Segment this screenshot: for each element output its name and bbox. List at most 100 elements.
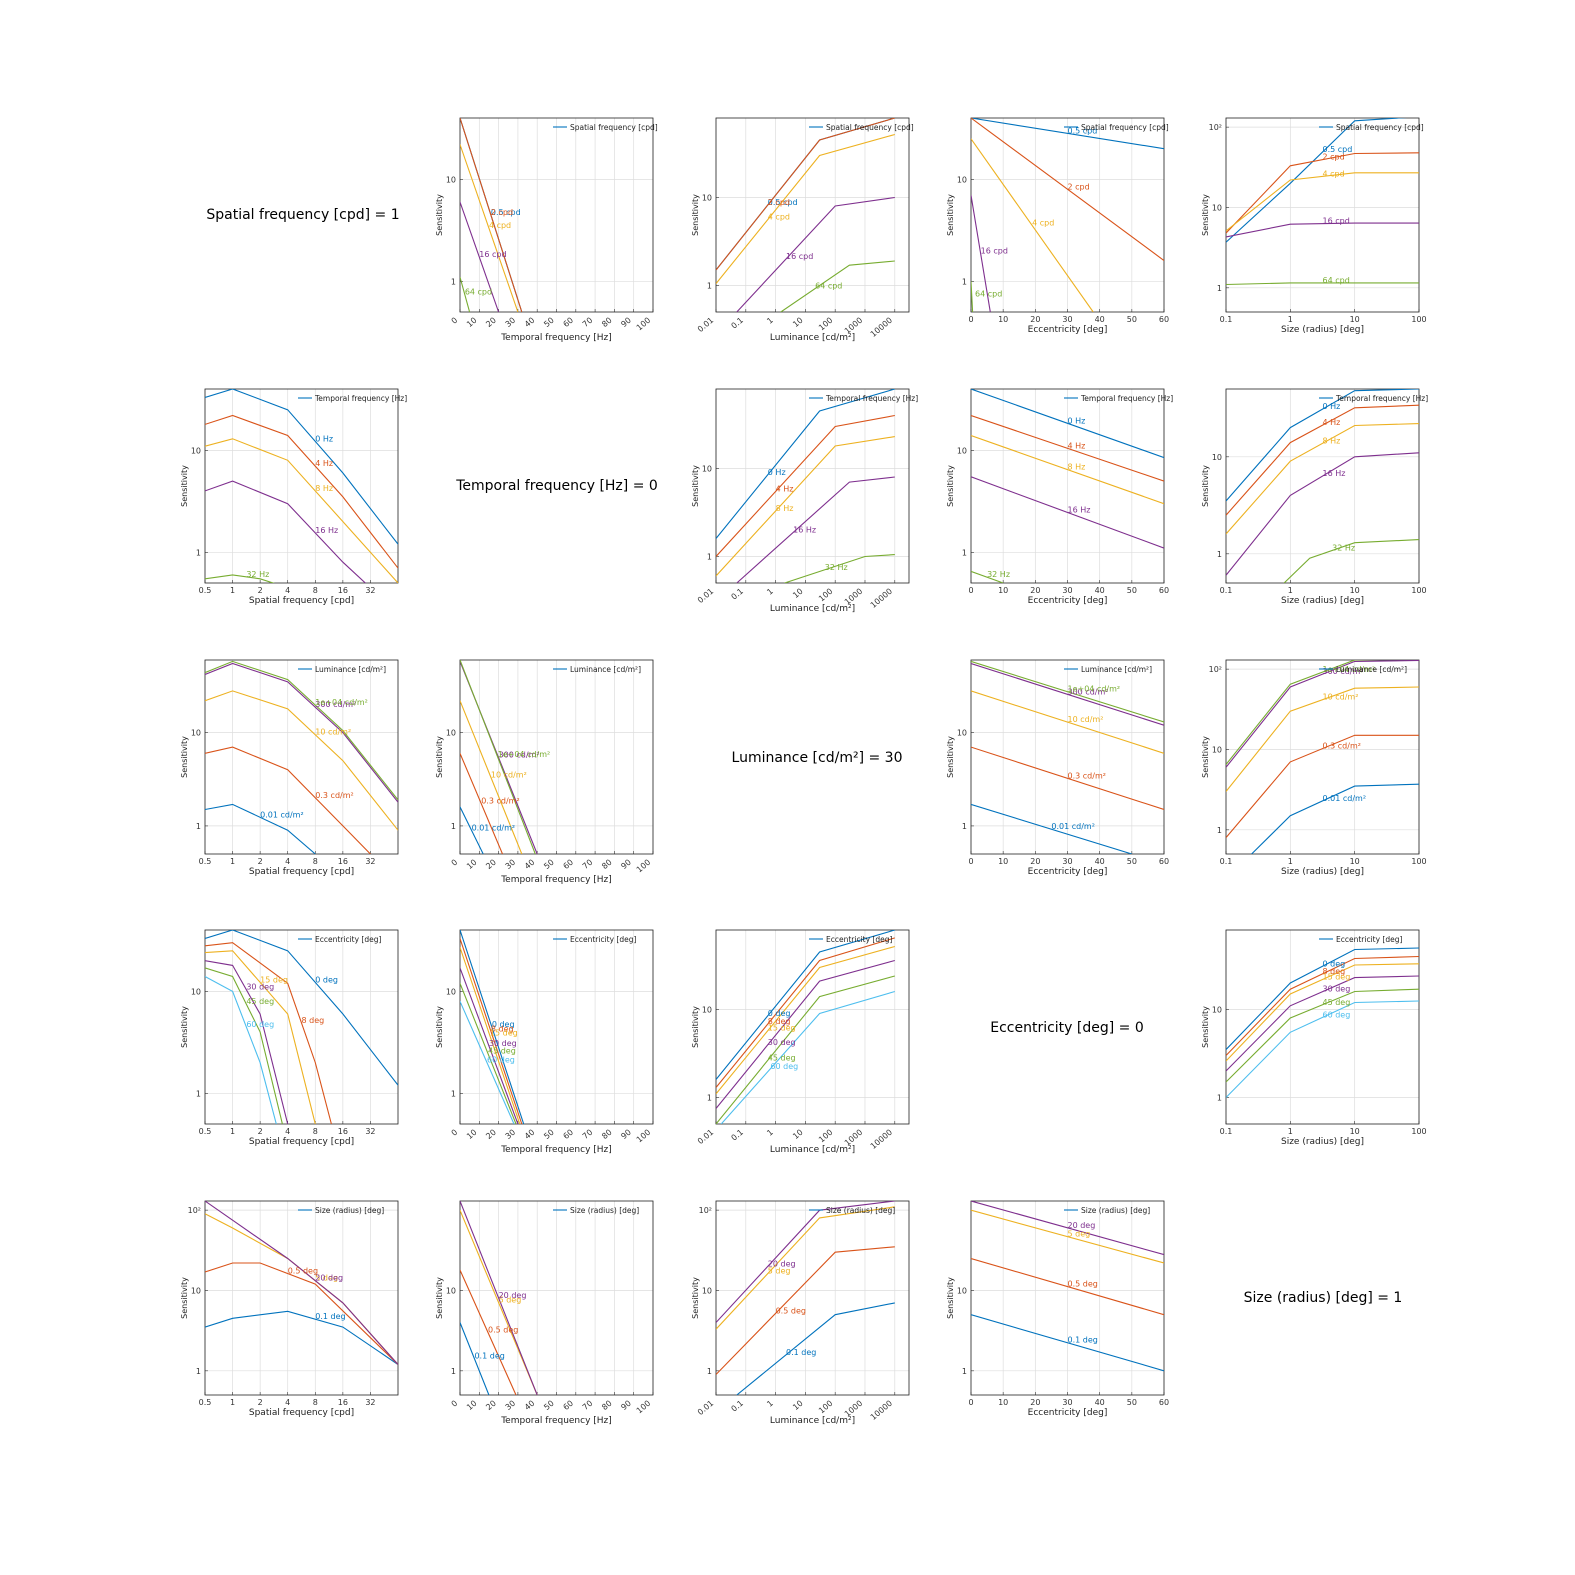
series-label: 8 deg <box>302 1016 325 1025</box>
series-line <box>460 983 517 1124</box>
series-line <box>460 201 500 312</box>
series-label: 30 deg <box>246 983 274 992</box>
x-tick-label: 1 <box>230 857 235 866</box>
y-tick-label: 10² <box>1209 123 1222 132</box>
x-tick-label: 10 <box>1350 586 1360 595</box>
x-tick-label: 100 <box>1411 315 1426 324</box>
x-tick-label: 1 <box>1288 315 1293 324</box>
series-line <box>971 434 1164 505</box>
x-axis-label: Eccentricity [deg] <box>1028 596 1108 606</box>
x-tick-label: 2 <box>258 1398 263 1407</box>
legend: Temporal frequency [Hz] <box>298 394 407 403</box>
series-line <box>205 1201 398 1365</box>
legend-label: Spatial frequency [cpd] <box>1081 123 1169 132</box>
series-label: 1e+04 cd/m² <box>498 750 551 759</box>
y-axis-label: Sensitivity <box>1201 736 1210 778</box>
x-tick-label: 2 <box>258 586 263 595</box>
series-label: 0.5 cpd <box>1068 126 1098 135</box>
x-tick-label: 2 <box>258 857 263 866</box>
plot-area <box>205 660 398 854</box>
x-tick-label: 1 <box>765 1128 775 1138</box>
x-tick-label: 16 <box>338 1127 348 1136</box>
legend-label: Temporal frequency [Hz] <box>1335 394 1428 403</box>
x-axis-label: Size (radius) [deg] <box>1281 1137 1364 1147</box>
y-tick-label: 10 <box>446 175 456 184</box>
series-line <box>460 806 484 854</box>
series-line <box>1226 975 1419 1072</box>
series-line <box>1226 963 1419 1062</box>
x-tick-label: 32 <box>365 1127 375 1136</box>
series-label: 1e+04 cd/m² <box>1323 665 1376 674</box>
x-tick-label: 30 <box>504 1399 518 1412</box>
series-line <box>1226 660 1382 765</box>
x-tick-label: 0.01 <box>696 1399 715 1417</box>
series-line <box>971 281 974 312</box>
series-line <box>205 389 398 545</box>
series-label: 60 deg <box>487 1056 515 1065</box>
series-label: 300 cd/m² <box>1068 687 1109 696</box>
series-line <box>205 976 277 1124</box>
series-label: 0 Hz <box>315 434 333 443</box>
series-label: 0.5 cpd <box>491 208 521 217</box>
y-tick-label: 1 <box>196 822 201 831</box>
series-line <box>971 389 1164 459</box>
series-line <box>205 662 398 803</box>
series-line <box>736 1302 895 1395</box>
panel-size-vs-sf: 0.5 1 2 4 8 16 32 1 10 10² Spatial frequency [cpd]… <box>180 1200 399 1418</box>
series-line <box>460 947 521 1124</box>
legend-label: Temporal frequency [Hz] <box>825 394 918 403</box>
series-line <box>1226 282 1419 286</box>
x-tick-label: 20 <box>484 1128 498 1141</box>
y-tick-label: 10 <box>191 446 201 455</box>
series-line <box>971 746 1164 811</box>
series-label: 32 Hz <box>1332 543 1355 552</box>
panel-lum-vs-size: 0.1 1 10 100 1 10 10² Size (radius) [deg] Sensit… <box>1201 659 1427 877</box>
panel-tf-vs-sf: 0.5 1 2 4 8 16 32 1 10 Spatial frequency [cpd] Sen… <box>180 388 407 606</box>
x-tick-label: 0.1 <box>730 1128 746 1143</box>
series-line <box>784 554 895 583</box>
series-label: 8 deg <box>768 1017 791 1026</box>
series-label: 0.01 cd/m² <box>1051 822 1095 831</box>
series-label: 2 cpd <box>1068 182 1090 191</box>
axes-frame <box>1225 117 1420 313</box>
series-label: 0.3 cd/m² <box>1323 742 1361 751</box>
series-label: 4 cpd <box>1032 218 1054 227</box>
plot-area <box>971 118 1164 312</box>
y-axis-label: Sensitivity <box>946 465 955 507</box>
series-line <box>716 975 895 1124</box>
y-tick-label: 1 <box>707 282 712 291</box>
axes-frame <box>1225 929 1420 1125</box>
series-line <box>1226 988 1419 1083</box>
y-tick-label: 1 <box>707 553 712 562</box>
plot-area <box>460 930 525 1124</box>
axes-frame <box>204 659 399 855</box>
series-line <box>720 990 895 1124</box>
y-tick-label: 1 <box>196 1367 201 1376</box>
series-label: 0 deg <box>768 1009 791 1018</box>
series-label: 0.3 cd/m² <box>1068 771 1106 780</box>
series-label: 16 cpd <box>981 247 1008 256</box>
panel-sf-vs-tf: 0 10 20 30 40 50 60 70 80 90 100 1 10 Temporal freque… <box>435 117 658 343</box>
x-tick-label: 10 <box>998 315 1008 324</box>
x-axis-label: Temporal frequency [Hz] <box>500 333 612 343</box>
series-label: 15 deg <box>260 975 288 984</box>
series-label: 8 Hz <box>776 504 794 513</box>
series-line <box>205 1262 398 1365</box>
series-label: 8 Hz <box>1323 436 1341 445</box>
x-tick-label: 16 <box>338 1398 348 1407</box>
legend-label: Spatial frequency [cpd] <box>1336 123 1424 132</box>
series-label: 0.1 deg <box>1068 1336 1098 1345</box>
series-line <box>971 118 1164 261</box>
x-tick-label: 1 <box>765 316 775 326</box>
x-tick-label: 40 <box>523 316 537 329</box>
series-line <box>971 414 1164 482</box>
panel-lum-vs-ecc: 0 10 20 30 40 50 60 1 10 Eccentricity [deg] Sensit… <box>946 659 1169 877</box>
y-tick-label: 1 <box>962 548 967 557</box>
series-line <box>716 945 895 1095</box>
series-label: 0 deg <box>492 1020 515 1029</box>
y-tick-label: 1 <box>1217 1094 1222 1103</box>
y-tick-label: 10² <box>699 1206 712 1215</box>
